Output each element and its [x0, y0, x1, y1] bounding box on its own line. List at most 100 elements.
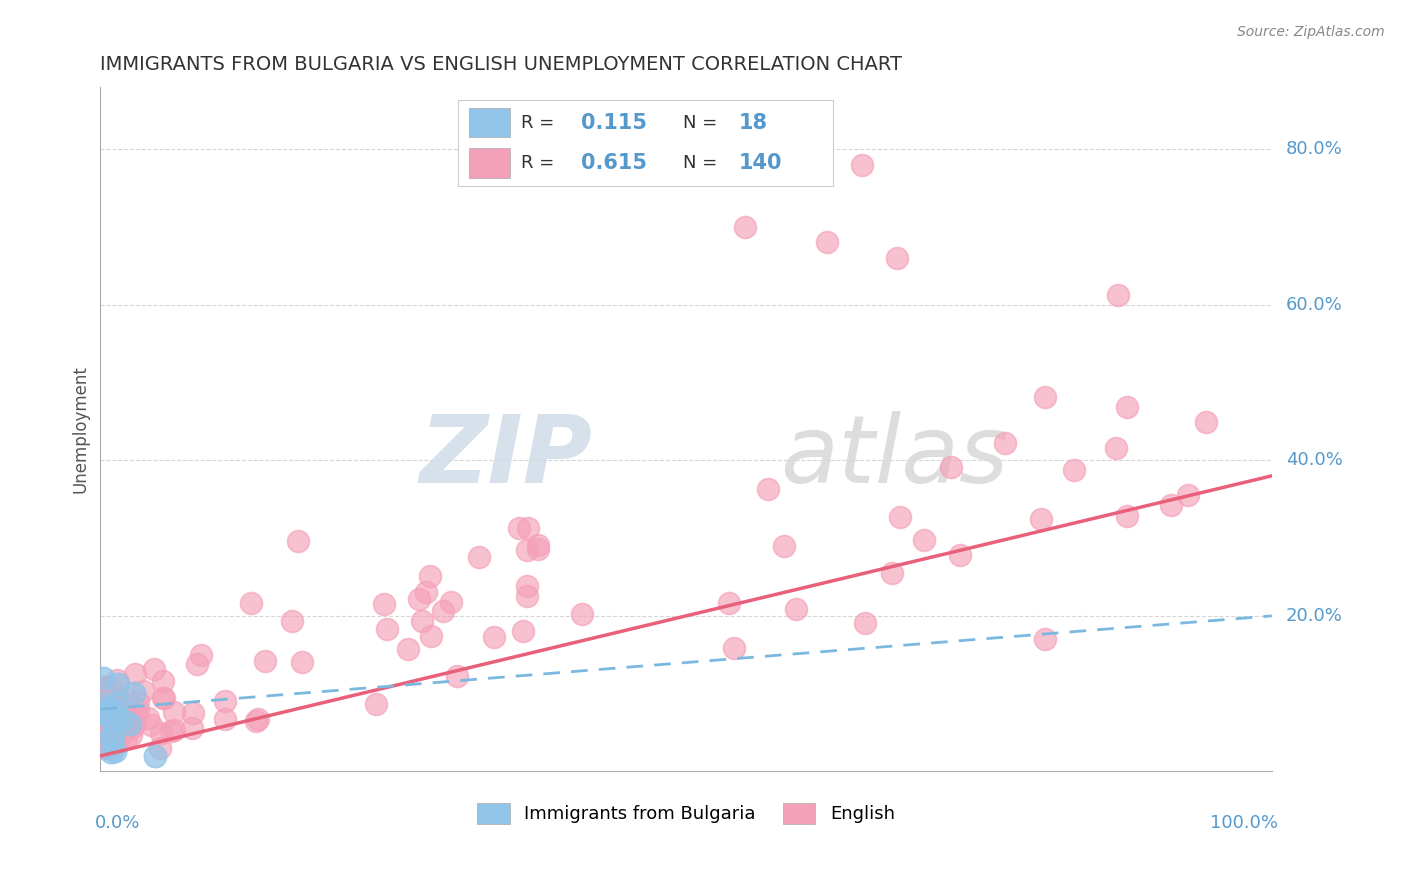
Point	[100, 688, 122, 702]
Point	[516, 579, 538, 593]
Point	[512, 624, 534, 638]
Point	[103, 681, 125, 696]
Point	[127, 695, 149, 709]
Point	[94, 680, 117, 694]
Point	[1105, 441, 1128, 455]
Point	[408, 592, 430, 607]
Point	[110, 712, 132, 726]
Point	[516, 542, 538, 557]
Point	[93, 741, 115, 756]
Point	[516, 589, 538, 603]
Point	[143, 748, 166, 763]
Point	[214, 712, 236, 726]
Point	[124, 716, 146, 731]
Point	[104, 702, 127, 716]
Point	[101, 705, 124, 719]
Point	[91, 697, 114, 711]
Point	[103, 703, 125, 717]
Point	[190, 648, 212, 662]
Point	[117, 700, 139, 714]
Point	[239, 596, 262, 610]
Point	[1063, 463, 1085, 477]
Text: Source: ZipAtlas.com: Source: ZipAtlas.com	[1237, 25, 1385, 39]
Point	[91, 671, 114, 685]
Text: 100.0%: 100.0%	[1209, 814, 1278, 832]
Point	[815, 235, 838, 250]
Point	[773, 539, 796, 553]
Point	[90, 738, 112, 752]
Point	[186, 657, 208, 671]
Point	[418, 569, 440, 583]
Point	[127, 703, 149, 717]
Point	[117, 719, 139, 733]
Point	[785, 602, 807, 616]
Point	[100, 745, 122, 759]
Point	[121, 720, 143, 734]
Point	[124, 667, 146, 681]
Point	[446, 669, 468, 683]
Point	[91, 714, 114, 728]
Point	[90, 711, 112, 725]
Point	[571, 607, 593, 621]
Point	[108, 720, 131, 734]
Point	[889, 509, 911, 524]
Point	[108, 714, 131, 728]
Point	[98, 712, 121, 726]
Point	[517, 521, 540, 535]
Point	[734, 219, 756, 234]
Point	[91, 739, 114, 753]
Point	[104, 720, 127, 734]
Point	[101, 712, 124, 726]
Point	[90, 708, 112, 723]
Text: 80.0%: 80.0%	[1286, 140, 1343, 158]
Point	[136, 710, 159, 724]
Text: 20.0%: 20.0%	[1286, 607, 1343, 625]
Point	[139, 718, 162, 732]
Point	[420, 629, 443, 643]
Point	[281, 614, 304, 628]
Point	[105, 696, 128, 710]
Point	[93, 700, 115, 714]
Point	[97, 700, 120, 714]
Point	[160, 723, 183, 738]
Point	[415, 585, 437, 599]
Point	[163, 705, 186, 719]
Point	[93, 706, 115, 721]
Point	[101, 708, 124, 723]
Point	[939, 460, 962, 475]
Point	[851, 158, 873, 172]
Point	[93, 680, 115, 694]
Point	[1177, 488, 1199, 502]
Point	[97, 715, 120, 730]
Point	[152, 691, 174, 706]
Point	[1033, 390, 1056, 404]
Point	[97, 714, 120, 729]
Point	[97, 732, 120, 747]
Point	[90, 704, 112, 718]
Point	[467, 549, 489, 564]
Point	[152, 674, 174, 689]
Point	[93, 733, 115, 747]
Point	[245, 714, 267, 729]
Text: atlas: atlas	[780, 411, 1008, 502]
Point	[98, 703, 121, 717]
Point	[96, 716, 118, 731]
Point	[253, 653, 276, 667]
Point	[121, 708, 143, 723]
Point	[1033, 632, 1056, 647]
Point	[994, 435, 1017, 450]
Point	[115, 731, 138, 745]
Point	[375, 622, 398, 636]
Point	[756, 482, 779, 496]
Point	[104, 714, 127, 729]
Point	[97, 713, 120, 727]
Point	[108, 711, 131, 725]
Point	[153, 691, 176, 706]
Text: ZIP: ZIP	[419, 410, 592, 502]
Point	[432, 604, 454, 618]
Point	[90, 694, 112, 708]
Point	[183, 706, 205, 720]
Point	[93, 698, 115, 713]
Point	[723, 641, 745, 656]
Point	[96, 695, 118, 709]
